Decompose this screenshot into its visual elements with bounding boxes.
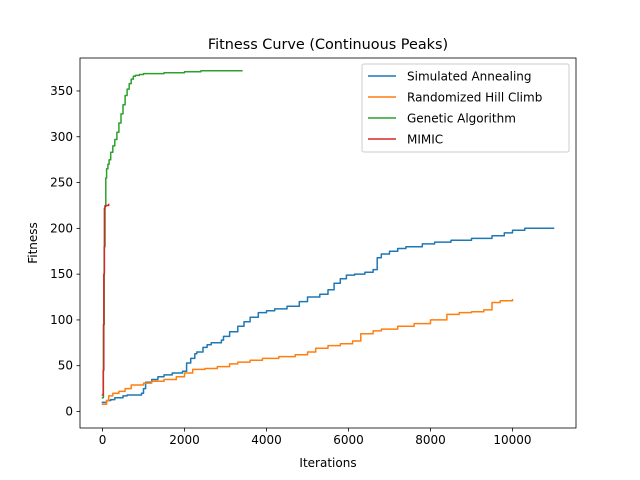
y-tick-label: 0: [65, 405, 73, 419]
legend-box: [361, 63, 570, 153]
x-tick-label: 0: [99, 433, 107, 447]
y-tick-label: 350: [50, 84, 73, 98]
x-tick-label: 2000: [169, 433, 200, 447]
legend: Simulated Annealing Randomized Hill Climb…: [361, 63, 570, 153]
y-axis-ticks: 0 50 100 150 200 250 300 350: [50, 84, 80, 419]
series-line-mimic: [101, 203, 110, 396]
x-axis-label: Iterations: [299, 456, 356, 470]
series-line-simulated-annealing: [101, 227, 555, 404]
x-tick-label: 6000: [333, 433, 364, 447]
legend-label: MIMIC: [407, 133, 443, 147]
x-tick-label: 8000: [415, 433, 446, 447]
axes-frame: [79, 57, 577, 429]
y-axis-label: Fitness: [26, 222, 40, 264]
y-tick-label: 150: [50, 267, 73, 281]
series-line-genetic-algorithm: [101, 70, 243, 399]
x-axis-ticks: 0 2000 4000 6000 8000 10000: [99, 428, 532, 447]
y-tick-label: 50: [58, 359, 73, 373]
series-layer: [101, 70, 555, 405]
legend-label: Simulated Annealing: [407, 70, 532, 84]
series-line-randomized-hill-climb: [101, 299, 514, 405]
y-tick-label: 200: [50, 221, 73, 235]
plot-area: [79, 57, 577, 429]
x-tick-label: 10000: [493, 433, 531, 447]
x-tick-label: 4000: [251, 433, 282, 447]
y-tick-label: 100: [50, 313, 73, 327]
y-tick-label: 300: [50, 130, 73, 144]
y-tick-label: 250: [50, 176, 73, 190]
chart-title: Fitness Curve (Continuous Peaks): [208, 37, 448, 53]
legend-label: Genetic Algorithm: [407, 112, 516, 126]
legend-label: Randomized Hill Climb: [407, 91, 542, 105]
